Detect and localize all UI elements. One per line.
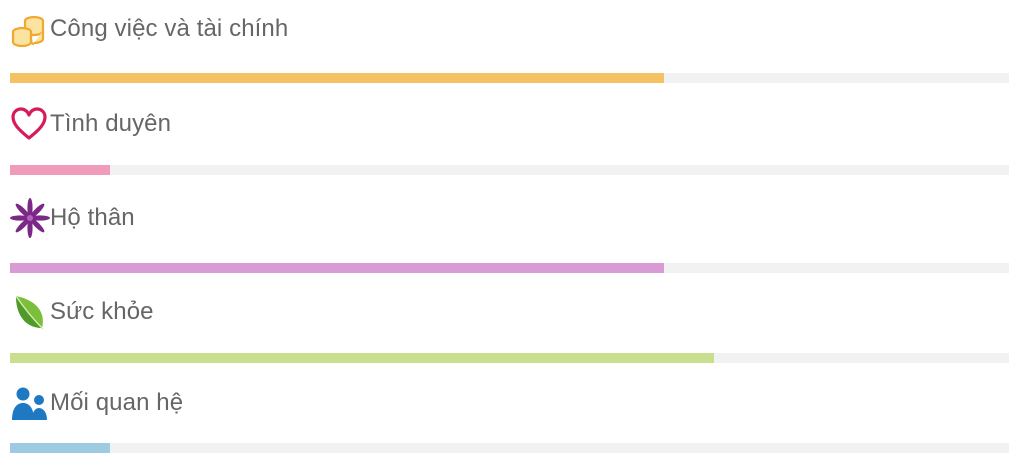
progress-track (10, 353, 1009, 363)
category-label: Hộ thân (50, 204, 135, 231)
heart-icon (10, 104, 50, 144)
progress-fill (10, 165, 110, 175)
progress-track (10, 263, 1009, 273)
leaf-icon (10, 292, 50, 332)
category-label: Mối quan hệ (50, 389, 184, 416)
progress-fill (10, 73, 665, 83)
progress-fill (10, 263, 665, 273)
category-label: Tình duyên (50, 110, 172, 137)
category-label: Công việc và tài chính (50, 15, 289, 42)
progress-fill (10, 443, 110, 453)
progress-track (10, 443, 1009, 453)
flower-icon (10, 198, 50, 238)
progress-track (10, 165, 1009, 175)
people-icon (10, 383, 50, 423)
progress-fill (10, 353, 715, 363)
coins-icon (10, 9, 50, 49)
progress-track (10, 73, 1009, 83)
category-label: Sức khỏe (50, 298, 154, 325)
